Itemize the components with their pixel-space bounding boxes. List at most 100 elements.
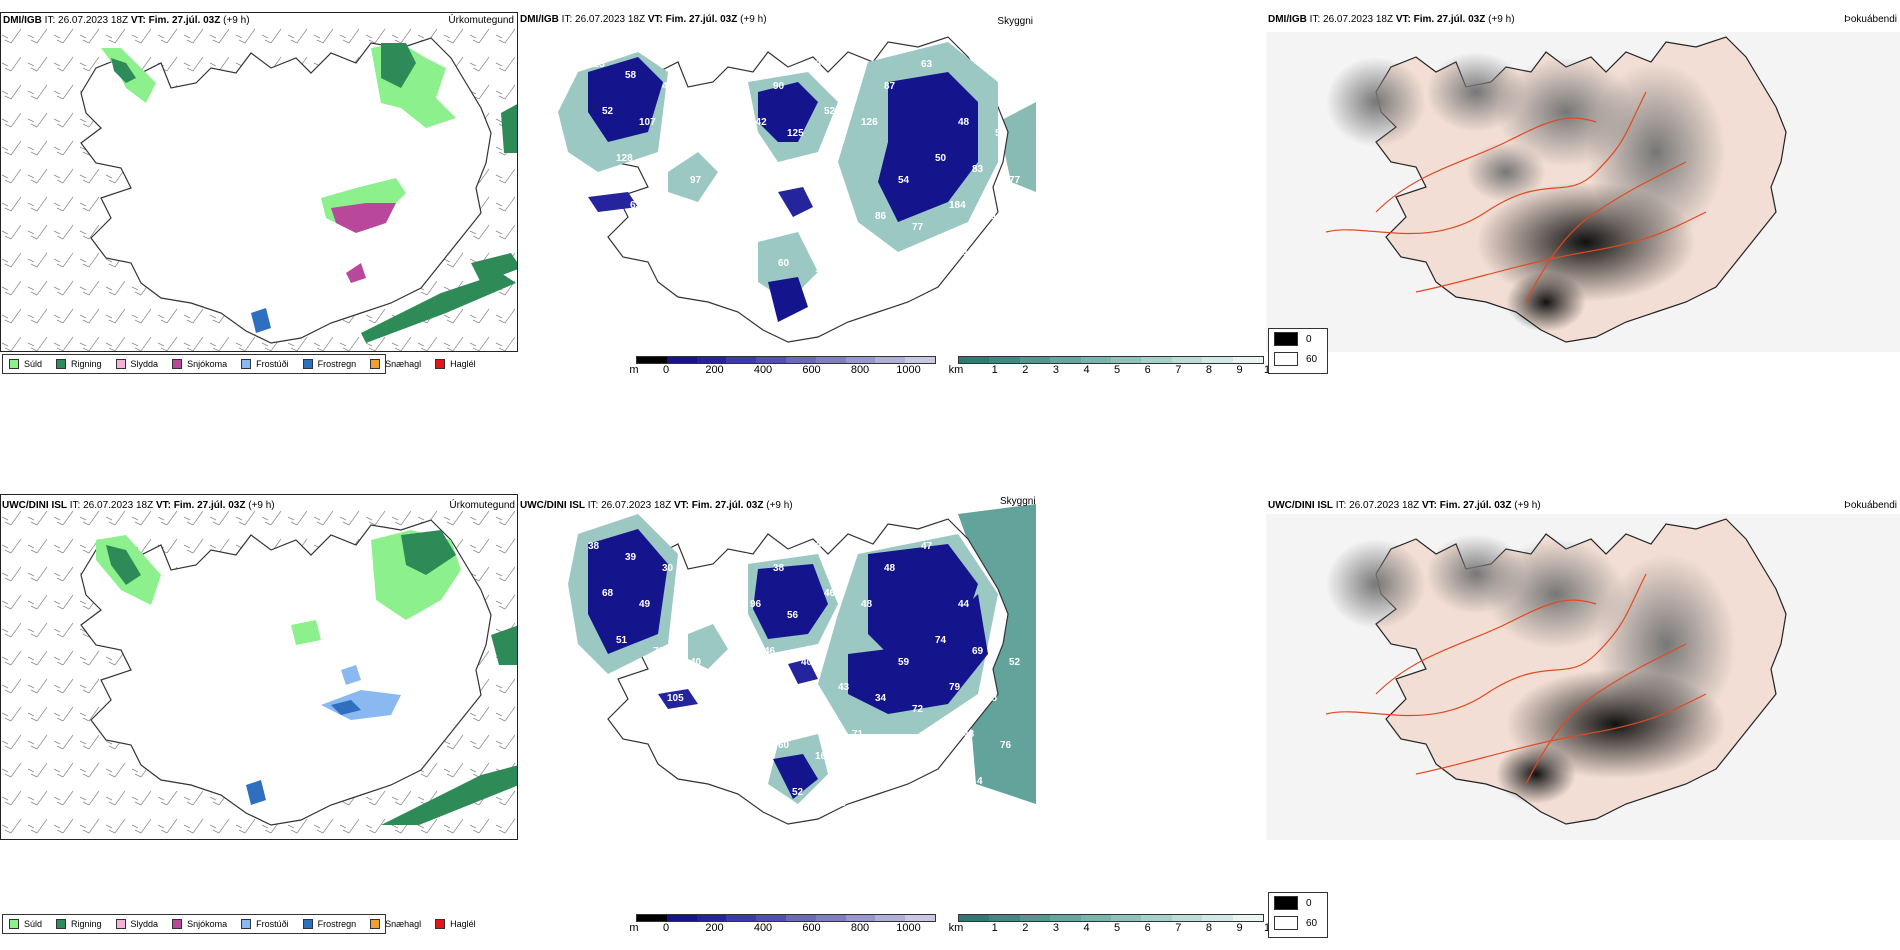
precip-legend-top: Súld Rigning Slydda Snjókoma Frostúði Frostre… (2, 354, 476, 374)
cloudbase-label: 39 (625, 552, 637, 563)
colorbar-bin (989, 915, 1020, 921)
fog-legend-label: 60 (1306, 353, 1318, 365)
cloudbase-label: 57 (727, 635, 739, 646)
cloudbase-label: 125 (787, 128, 804, 139)
wind-barb (53, 140, 74, 156)
colorbar-bin (875, 915, 906, 921)
cloudbase-label: 4 (681, 258, 687, 269)
colorbar-strip (958, 914, 1264, 922)
wind-barb (157, 790, 178, 806)
legend-label: Súld (24, 359, 43, 369)
wind-barb (79, 510, 100, 526)
cloudbase-label: 65 (926, 269, 938, 280)
wind-barb (27, 224, 48, 240)
wind-barb (495, 168, 516, 184)
fog-legend-item: 0 (1269, 329, 1327, 349)
wind-barb (27, 196, 48, 212)
wind-barb (1, 336, 22, 351)
colorbar-tick: 1000 (896, 922, 921, 934)
wind-barb (1, 566, 22, 582)
wind-barb (53, 706, 74, 722)
precip-type-panel-bottom (0, 494, 518, 840)
wind-barb (79, 168, 100, 184)
cloudbase-label: 79 (949, 682, 961, 693)
iceland-coastline (80, 37, 492, 344)
wind-barb (79, 196, 100, 212)
colorbar-bin (666, 357, 697, 363)
cloudbase-label: 136 (644, 247, 661, 258)
legend-item: Frostúði (241, 359, 289, 369)
fog-index-panel-bottom (1266, 494, 1900, 840)
wind-barb (495, 196, 516, 212)
colorbar-tick: 9 (1236, 922, 1243, 934)
cloudbase-label: 123 (593, 222, 610, 233)
colorbar-tick: 4 (1083, 922, 1090, 934)
colorbar-bin (959, 915, 990, 921)
cloudbase-label: 72 (912, 704, 924, 715)
colorbar-tick: 4 (1083, 364, 1090, 376)
wind-barb (495, 790, 516, 806)
wind-barb (27, 594, 48, 610)
cloudbase-label: 69 (713, 588, 725, 599)
wind-barb (53, 112, 74, 128)
wind-barb (157, 308, 178, 324)
legend-item: Haglél (435, 359, 476, 369)
cloudbase-label: 59 (898, 657, 910, 668)
wind-barb (53, 168, 74, 184)
legend-item: Slydda (115, 359, 159, 369)
colorbar-bin (875, 357, 906, 363)
wind-barb (53, 566, 74, 582)
fog-legend-bottom: 0 60 (1268, 892, 1328, 938)
wind-barb (495, 28, 516, 44)
cloudbase-label: 48 (884, 563, 896, 574)
wind-barb (391, 336, 412, 351)
precip-map-top (1, 28, 517, 351)
wind-barb (443, 510, 464, 526)
cloudbase-label: 73 (607, 751, 619, 762)
panel-header: UWC/DINI ISL IT: 26.07.2023 18Z VT: Fim.… (520, 500, 793, 511)
colorbar-tick: 8 (1205, 364, 1212, 376)
fog-legend-label: 60 (1306, 917, 1318, 929)
wind-barb (131, 28, 152, 44)
wind-barb (365, 510, 386, 526)
fog-legend-top: 0 60 (1268, 328, 1328, 374)
wind-barb (443, 762, 464, 778)
wind-barb (79, 650, 100, 666)
cloudbase-label: 4 (977, 776, 983, 787)
colorbar-tick: 7 (1175, 364, 1182, 376)
cloudbase-label: 56 (810, 541, 822, 552)
wind-barb (79, 28, 100, 44)
cloudbase-label: 87 (884, 81, 896, 92)
wind-barb (339, 510, 360, 526)
wind-barb (339, 818, 360, 834)
legend-swatch (56, 359, 67, 369)
legend-swatch (9, 919, 19, 929)
cloudbase-label: 52 (1009, 657, 1021, 668)
legend-label: Frostúði (256, 919, 289, 929)
legend-label: Haglél (450, 919, 476, 929)
wind-barb (53, 678, 74, 694)
wind-barb (261, 510, 282, 526)
colorbar-tick: 200 (705, 364, 724, 376)
cloudbase-map-top: 125 58 42 51 52 90 73 87 87 63 48 52 52 107 71 80 142 125… (558, 36, 1036, 343)
wind-barb (79, 790, 100, 806)
colorbar-tick: 800 (850, 364, 870, 376)
legend-label: Rigning (71, 359, 102, 369)
cloudbase-panel-bottom: 38 39 30 38 47 38 56 67 48 47 44 74 68 49 106 69 96 56 46 4… (518, 494, 1036, 840)
fog-index-panel-top: DMI/IGB IT: 26.07.2023 18Z VT: Fim. 27.j… (1266, 12, 1900, 352)
wind-barb (27, 706, 48, 722)
legend-swatch (435, 359, 446, 369)
cloudbase-label: 38 (588, 541, 600, 552)
colorbar-bin (1141, 915, 1172, 921)
wind-barb (79, 308, 100, 324)
precip-type-panel-top: DMI/IGB IT: 26.07.2023 18Z VT: Fim. 27.j… (0, 12, 518, 352)
wind-barb (235, 818, 256, 834)
wind-barb (495, 336, 516, 351)
colorbar-bin (1111, 915, 1142, 921)
cloudbase-label: 83 (972, 164, 984, 175)
cloudbase-label: 80 (713, 106, 725, 117)
legend-label: Slydda (130, 359, 159, 369)
wind-barb (53, 510, 74, 526)
wind-barb (105, 510, 126, 526)
wind-barb (27, 734, 48, 750)
